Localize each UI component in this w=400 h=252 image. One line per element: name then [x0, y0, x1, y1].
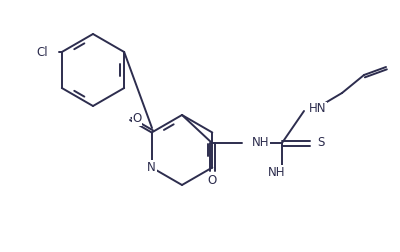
Text: O: O	[207, 173, 217, 186]
Text: O: O	[132, 112, 142, 125]
Text: HN: HN	[309, 103, 326, 115]
Text: N: N	[147, 161, 156, 174]
Text: S: S	[317, 137, 324, 149]
Text: NH: NH	[268, 166, 286, 178]
Text: NH: NH	[252, 137, 270, 149]
Text: Cl: Cl	[36, 46, 48, 58]
